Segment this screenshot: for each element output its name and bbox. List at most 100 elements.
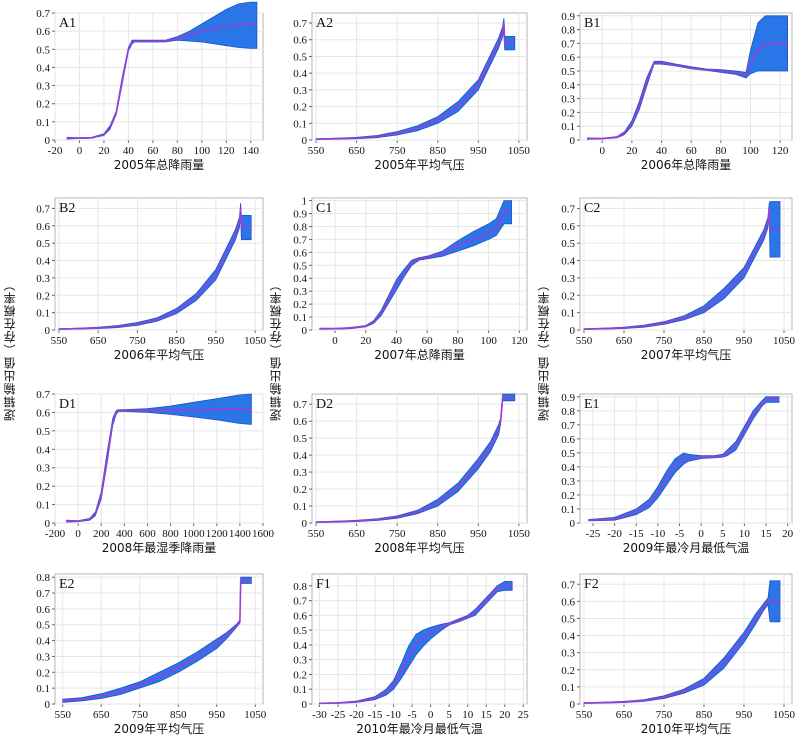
x-tick-label: 1050 xyxy=(773,335,796,347)
x-tick-label: -15 xyxy=(368,709,383,721)
x-tick-label: 0 xyxy=(77,145,83,157)
y-tick-label: 0.6 xyxy=(36,407,50,419)
x-tick-label: 550 xyxy=(576,709,593,721)
y-tick-label: 0 xyxy=(302,135,308,147)
y-tick-label: 0.7 xyxy=(293,399,307,411)
y-tick-label: 0.6 xyxy=(293,247,307,259)
panel-a1: -20 0 20 40 60 80 100 120 14000.10.20.30.40.50.6… xyxy=(36,1,264,172)
x-tick-label: 0 xyxy=(698,528,704,540)
y-tick-label: 0 xyxy=(570,699,576,711)
y-tick-label: 0.8 xyxy=(561,25,575,37)
y-tick-label: 0.1 xyxy=(36,500,50,512)
x-tick-label: 1200 xyxy=(206,528,229,540)
x-tick-label: 850 xyxy=(696,709,713,721)
y-tick-label: 0.2 xyxy=(293,299,307,311)
y-tick-label: 0.7 xyxy=(561,203,575,215)
x-tick-label: 550 xyxy=(54,709,71,721)
y-tick-label: 0.7 xyxy=(36,8,50,20)
mean-line-c2 xyxy=(583,208,780,330)
y-tick-label: 0.1 xyxy=(293,118,307,130)
plot-area-d2 xyxy=(311,393,528,524)
mean-line-b1 xyxy=(587,42,788,140)
y-tick-label: 0.2 xyxy=(36,667,50,679)
y-tick-label: 0 xyxy=(302,325,308,337)
panel-label-b1: B1 xyxy=(584,16,600,31)
x-axis-label-b1: 2006年总降雨量 xyxy=(641,158,732,172)
x-tick-label: 5 xyxy=(446,709,452,721)
x-tick-label: -5 xyxy=(408,709,418,721)
y-tick-label: 0.6 xyxy=(561,596,575,608)
x-tick-label: 650 xyxy=(90,335,107,347)
x-axis-label-f2: 2010年平均气压 xyxy=(641,721,732,736)
x-axis-label-e2: 2009年平均气压 xyxy=(114,721,205,736)
y-tick-label: 0 xyxy=(45,518,51,530)
y-tick-label: 0.3 xyxy=(561,94,575,106)
x-axis-label-d1: 2008年最湿季降雨量 xyxy=(102,540,217,555)
confidence-band-f1 xyxy=(319,581,513,705)
x-tick-label: 20 xyxy=(360,335,372,347)
panel-label-c1: C1 xyxy=(316,201,332,216)
y-tick-label: 0.4 xyxy=(561,462,575,474)
y-tick-label: 0.5 xyxy=(293,260,307,272)
y-tick-label: 0.1 xyxy=(561,121,575,133)
mean-line-f1 xyxy=(319,585,513,705)
x-tick-label: 1000 xyxy=(183,528,206,540)
x-tick-label: 850 xyxy=(430,145,447,157)
x-tick-label: 950 xyxy=(470,528,487,540)
plot-area-e2 xyxy=(54,573,264,705)
x-tick-label: 25 xyxy=(518,709,530,721)
y-tick-label: 0.4 xyxy=(36,62,50,74)
x-axis-label-c1: 2007年总降雨量 xyxy=(374,348,465,362)
x-tick-label: 20 xyxy=(782,528,794,540)
x-tick-label: 950 xyxy=(736,335,753,347)
panel-d2: 550 650 750 850 950 1050 0 0.1 0.2 0.3 0.4 0.5 0.6 0.… xyxy=(293,393,530,555)
panel-label-e2: E2 xyxy=(59,577,75,592)
y-tick-label: 0.4 xyxy=(293,68,307,80)
mean-line-c1 xyxy=(319,210,512,330)
y-tick-label: 0.5 xyxy=(36,426,50,438)
confidence-band-d2 xyxy=(315,393,516,523)
y-tick-label: 0 xyxy=(45,135,51,147)
y-tick-label: 0.7 xyxy=(36,588,50,600)
y-tick-label: 0.8 xyxy=(293,581,307,593)
x-tick-label: 100 xyxy=(194,145,211,157)
panel-label-a2: A2 xyxy=(316,16,333,31)
x-tick-label: 1050 xyxy=(244,335,267,347)
y-tick-label: 0.4 xyxy=(36,256,50,268)
x-tick-label: 20 xyxy=(499,709,511,721)
y-tick-label: 0.7 xyxy=(293,18,307,30)
y-tick-label: 0.9 xyxy=(561,392,575,404)
y-tick-label: 0.4 xyxy=(293,640,307,652)
y-tick-label: 0.3 xyxy=(293,85,307,97)
x-tick-label: 1400 xyxy=(229,528,252,540)
x-tick-label: -200 xyxy=(45,528,66,540)
confidence-band-c1 xyxy=(319,200,512,330)
x-tick-label: 40 xyxy=(391,335,403,347)
x-tick-label: 10 xyxy=(462,709,474,721)
y-tick-label: 0.8 xyxy=(293,221,307,233)
x-tick-label: 80 xyxy=(715,145,727,157)
y-tick-label: 0.6 xyxy=(293,416,307,428)
x-tick-label: 750 xyxy=(129,335,146,347)
y-tick-label: 0.4 xyxy=(561,631,575,643)
y-tick-label: 0 xyxy=(302,699,308,711)
x-tick-label: 1050 xyxy=(508,145,531,157)
x-tick-label: -15 xyxy=(629,528,644,540)
mean-line-a1 xyxy=(67,23,257,139)
x-tick-label: -25 xyxy=(331,709,346,721)
y-tick-label: 0 xyxy=(570,518,576,530)
x-tick-label: 140 xyxy=(243,145,260,157)
y-tick-label: 0.8 xyxy=(36,572,50,584)
y-tick-label: 0.4 xyxy=(293,450,307,462)
y-tick-label: 0.7 xyxy=(561,38,575,50)
y-axis-label-middle: 逻辑输出值（存在概率） xyxy=(269,278,283,422)
panel-label-b2: B2 xyxy=(59,201,75,216)
y-tick-label: 0.3 xyxy=(293,655,307,667)
x-tick-label: 15 xyxy=(481,709,493,721)
y-tick-label: 0.6 xyxy=(293,35,307,47)
x-tick-label: 0 xyxy=(599,145,605,157)
y-tick-label: 0.1 xyxy=(561,504,575,516)
x-tick-label: 650 xyxy=(616,335,633,347)
x-tick-label: 750 xyxy=(389,528,406,540)
y-axis-label-right: 逻辑输出值（存在概率） xyxy=(537,278,551,422)
